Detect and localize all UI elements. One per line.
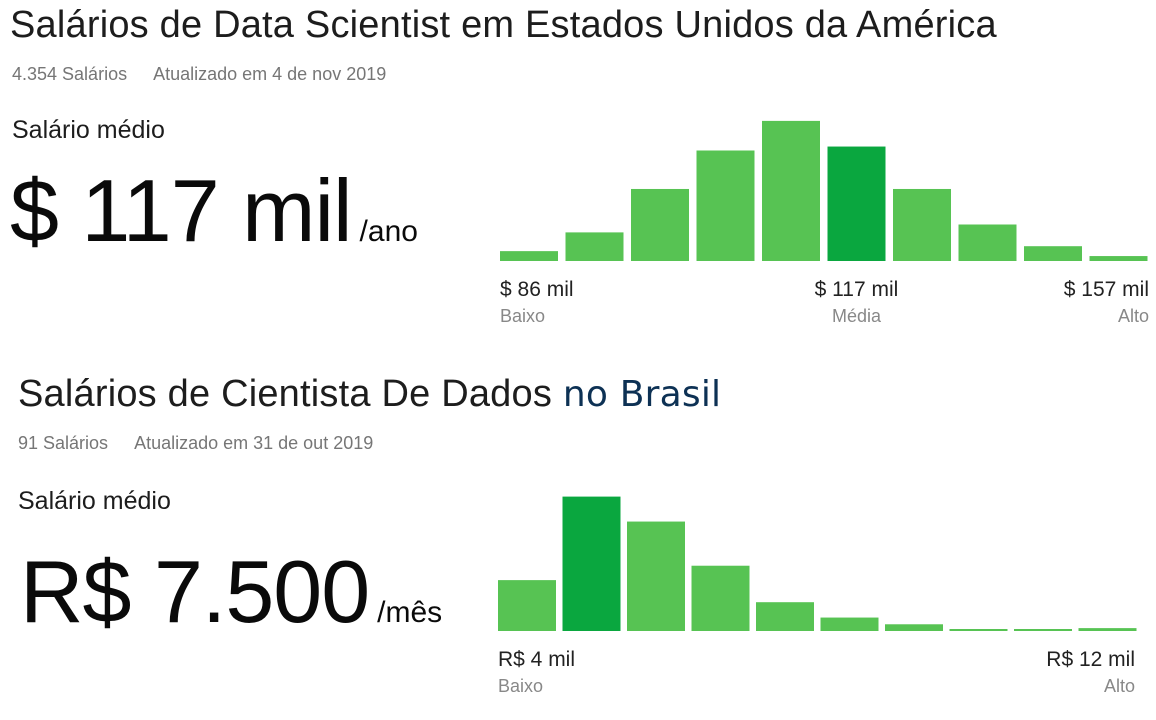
average-salary-label: Salário médio <box>18 487 171 515</box>
page-title: Salários de Data Scientist em Estados Un… <box>10 4 997 46</box>
us-salary-section: Salários de Data Scientist em Estados Un… <box>0 0 1156 340</box>
tick-value-baixo: R$ 4 mil <box>498 648 575 671</box>
histogram-bar <box>1078 628 1137 631</box>
histogram-bar <box>1014 629 1072 631</box>
histogram-bar <box>627 521 685 631</box>
tick-label-baixo: Baixo <box>500 306 545 326</box>
histogram-bar <box>958 224 1017 261</box>
tick-label-alto: Alto <box>1104 676 1135 696</box>
page-title: Salários de Cientista De Dados no Brasil <box>18 373 722 415</box>
average-salary: R$ 7.500/mês <box>20 541 442 643</box>
average-salary-label: Salário médio <box>12 116 165 144</box>
histogram-bar <box>631 188 689 261</box>
tick-value-alto: R$ 12 mil <box>1046 648 1135 671</box>
brazil-salary-section: Salários de Cientista De Dados no Brasil… <box>0 365 1156 720</box>
histogram-bar <box>949 629 1008 631</box>
updated-date: Atualizado em 4 de nov 2019 <box>153 64 387 84</box>
histogram-bar <box>820 617 879 631</box>
average-salary: $ 117 mil/ano <box>10 160 418 262</box>
salary-meta: 4.354 Salários Atualizado em 4 de nov 201… <box>12 64 386 85</box>
average-salary-unit: /ano <box>359 215 418 248</box>
histogram-bar <box>498 580 556 631</box>
tick-label-baixo: Baixo <box>498 676 543 696</box>
salary-meta: 91 Salários Atualizado em 31 de out 2019 <box>18 433 373 454</box>
salary-count: 4.354 Salários <box>12 64 128 84</box>
histogram-bar <box>1089 256 1148 261</box>
histogram-bar <box>691 565 750 631</box>
histogram-bar <box>762 120 820 261</box>
histogram-bar <box>500 251 558 261</box>
histogram-bar <box>885 624 943 631</box>
tick-label-média: Média <box>832 306 882 326</box>
histogram-bar <box>1024 246 1082 261</box>
tick-value-alto: $ 157 mil <box>1064 278 1149 301</box>
histogram-bar-median <box>562 496 621 631</box>
salary-count: 91 Salários <box>18 433 109 453</box>
salary-histogram: $ 86 mil Baixo $ 117 mil Média $ 157 mil Alto <box>500 120 1149 326</box>
histogram-bar-median <box>827 146 886 261</box>
histogram-bar <box>565 232 624 261</box>
histogram-bar <box>756 602 814 631</box>
histogram-bar <box>696 150 755 261</box>
updated-date: Atualizado em 31 de out 2019 <box>134 433 374 453</box>
average-salary-value: R$ 7.500 <box>20 542 370 641</box>
salary-histogram: R$ 4 mil Baixo R$ 12 mil Alto <box>498 496 1137 696</box>
tick-label-alto: Alto <box>1118 306 1149 326</box>
tick-value-baixo: $ 86 mil <box>500 278 574 301</box>
average-salary-value: $ 117 mil <box>10 161 353 260</box>
average-salary-unit: /mês <box>377 596 443 629</box>
title-location: no Brasil <box>562 374 722 415</box>
histogram-bar <box>893 188 951 261</box>
tick-value-média: $ 117 mil <box>815 278 899 301</box>
